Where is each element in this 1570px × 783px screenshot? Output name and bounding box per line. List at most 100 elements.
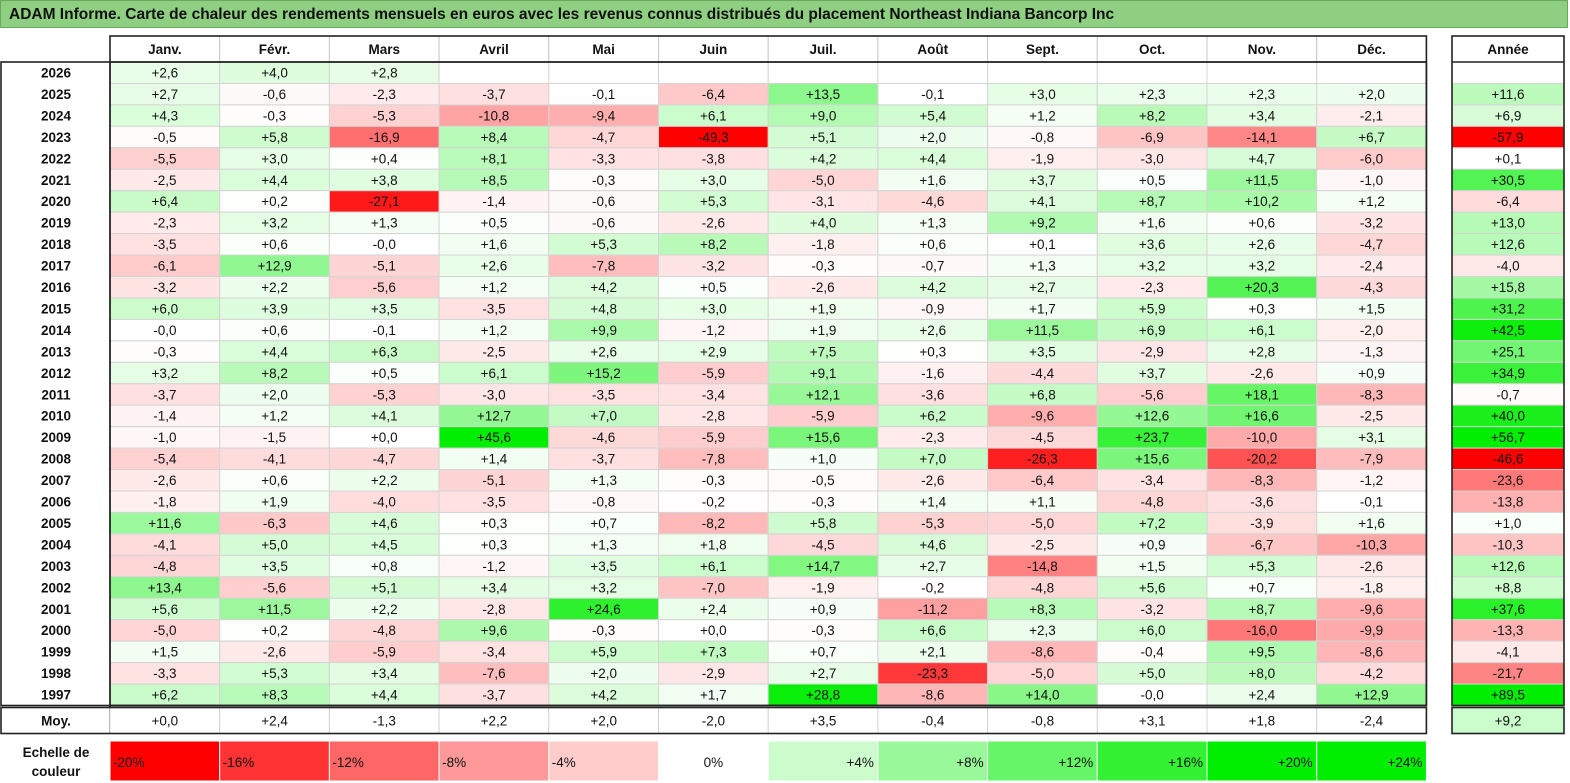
cell-value-label: +9,5 (1249, 645, 1276, 660)
cell-value-label: +0,5 (481, 216, 508, 231)
cell-value-label: -1,9 (1031, 151, 1054, 166)
scale-label-line2: couleur (32, 764, 82, 779)
year-total-value: -21,7 (1493, 666, 1524, 681)
cell-value-label: -0,0 (373, 237, 396, 252)
cell-value-label: +2,6 (590, 344, 617, 359)
cell-value-label: +4,6 (371, 516, 398, 531)
scale-label: Echelle de (23, 745, 90, 760)
cell-value-label: -0,3 (263, 108, 286, 123)
year-label: 2019 (41, 216, 71, 231)
cell-value-label: +4,6 (919, 537, 946, 552)
cell-value-label: +1,2 (481, 280, 508, 295)
cell-value-label: +8,7 (1249, 602, 1276, 617)
cell-value-label: -0,3 (592, 623, 615, 638)
cell-value-label: -2,6 (811, 280, 834, 295)
scale-tick-label: +4% (846, 755, 873, 770)
month-header-cell (1096, 35, 1208, 63)
cell-value-label: +9,1 (810, 366, 837, 381)
cell-value-label: +4,2 (919, 280, 946, 295)
average-cell (548, 707, 659, 734)
cell-value-label: +8,4 (481, 130, 508, 145)
cell-value-label: -1,2 (1360, 473, 1383, 488)
year-total-value: +56,7 (1491, 430, 1525, 445)
month-label: Juin (699, 42, 727, 57)
cell-value-label: -5,9 (811, 409, 834, 424)
cell-value-label: -2,6 (1360, 559, 1383, 574)
cell-value-label: -3,0 (482, 387, 505, 402)
year-total-value: -57,9 (1493, 130, 1524, 145)
cell-value-label: +4,2 (590, 280, 617, 295)
cell-value-label: +3,2 (261, 216, 288, 231)
cell-value-label: -0,3 (153, 344, 176, 359)
cell-value-label: +9,9 (590, 323, 617, 338)
cell-value-label: -6,1 (153, 259, 176, 274)
cell-value-label: -1,6 (921, 366, 944, 381)
cell-value-label: +2,2 (371, 602, 398, 617)
cell-value-label: +5,3 (700, 194, 727, 209)
month-header-cell (877, 35, 989, 63)
cell-value-label: -2,9 (702, 666, 725, 681)
cell-value-label: -0,1 (592, 87, 615, 102)
month-label: Déc. (1357, 42, 1386, 57)
cell-value-label: +5,8 (810, 516, 837, 531)
year-total-cell (1451, 61, 1565, 84)
cell-value-label: +1,2 (261, 409, 288, 424)
cell-value-label: -2,8 (482, 602, 505, 617)
cell-value-label: -14,1 (1246, 130, 1277, 145)
cell-value-label: -4,0 (373, 495, 396, 510)
cell-value-label: -8,2 (702, 516, 725, 531)
year-label: 1998 (41, 666, 72, 681)
cell-value-label: -2,6 (1250, 366, 1273, 381)
month-label: Oct. (1139, 42, 1165, 57)
cell-value-label: -8,6 (921, 688, 944, 703)
year-label: 2002 (41, 580, 71, 595)
cell-value-label: +5,9 (590, 645, 617, 660)
cell-value-label: -2,6 (921, 473, 944, 488)
title-bar: ADAM Informe. Carte de chaleur des rende… (0, 0, 1568, 28)
cell-value-label: -9,6 (1031, 409, 1054, 424)
year-label: 2005 (41, 516, 72, 531)
cell-value-label: +3,7 (1029, 173, 1056, 188)
cell-value-label: -2,3 (1141, 280, 1164, 295)
cell-value-label: -0,3 (811, 623, 834, 638)
cell-value-label: -5,6 (373, 280, 396, 295)
heatmap-cell (1316, 61, 1427, 84)
cell-value-label: +0,5 (1139, 173, 1166, 188)
scale-tick-label: -12% (332, 755, 364, 770)
cell-value-label: -2,0 (1360, 323, 1383, 338)
cell-value-label: +3,1 (1358, 430, 1385, 445)
year-label: 2021 (41, 173, 72, 188)
cell-value-label: -3,0 (1141, 151, 1164, 166)
scale-tick-label: -16% (223, 755, 255, 770)
cell-value-label: -23,3 (917, 666, 948, 681)
cell-value-label: -5,9 (702, 430, 725, 445)
cell-value-label: +5,0 (261, 537, 288, 552)
month-label: Nov. (1248, 42, 1276, 57)
cell-value-label: -0,1 (373, 323, 396, 338)
cell-value-label: -49,3 (698, 130, 729, 145)
cell-value-label: -3,5 (482, 495, 505, 510)
cell-value-label: +6,1 (700, 108, 727, 123)
year-label: 2018 (41, 237, 72, 252)
cell-value-label: +6,9 (1139, 323, 1166, 338)
cell-value-label: +28,8 (806, 688, 840, 703)
cell-value-label: -3,2 (1141, 602, 1164, 617)
cell-value-label: +3,0 (700, 301, 727, 316)
year-total-value: +34,9 (1491, 366, 1525, 381)
cell-value-label: -5,3 (373, 387, 396, 402)
cell-value-label: +4,1 (1029, 194, 1056, 209)
year-total-value: +15,8 (1491, 280, 1525, 295)
year-label: 1999 (41, 645, 71, 660)
scale-swatch (438, 740, 550, 782)
cell-value-label: +4,8 (590, 301, 617, 316)
cell-value-label: -11,2 (918, 602, 948, 617)
cell-value-label: +1,9 (810, 323, 837, 338)
cell-value-label: +5,8 (261, 130, 288, 145)
cell-value-label: +5,1 (371, 580, 398, 595)
cell-value-label: +45,6 (477, 430, 511, 445)
cell-value-label: -3,7 (482, 87, 505, 102)
cell-value-label: -5,5 (153, 151, 176, 166)
cell-value-label: -9,6 (1360, 602, 1383, 617)
cell-value-label: -10,8 (479, 108, 510, 123)
